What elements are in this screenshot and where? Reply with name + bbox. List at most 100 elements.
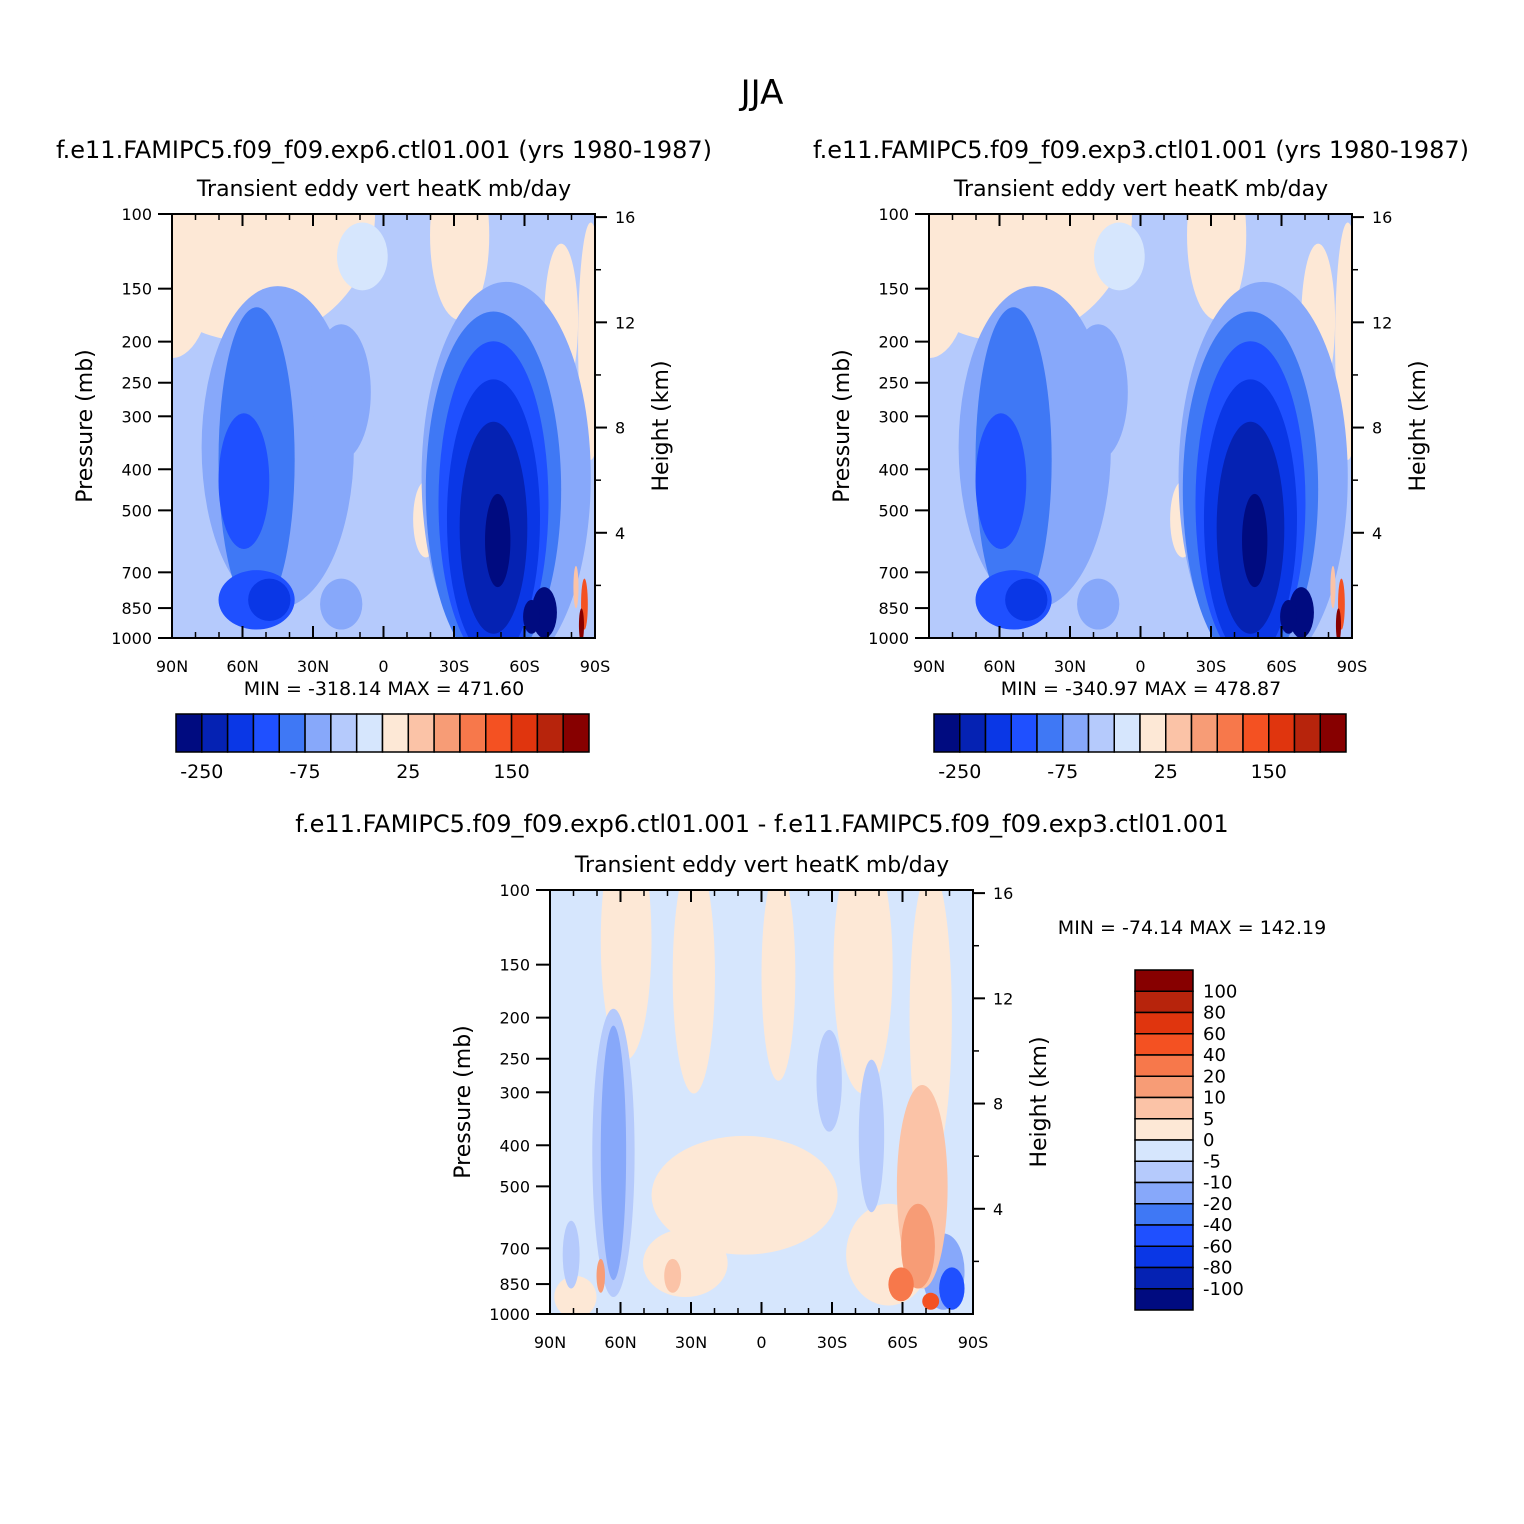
colorbar-label: -80: [1203, 1258, 1232, 1279]
x-tick-label: 0: [756, 1333, 766, 1352]
contour-region: [172, 214, 376, 342]
x-tick-label: 0: [1135, 657, 1145, 676]
colorbar-box: [1134, 1139, 1194, 1162]
panel1-subtitle: Transient eddy vert heatK mb/day: [196, 177, 571, 202]
panel1-colorbar: -250 -75 25 150: [175, 713, 590, 783]
contour-region: [485, 493, 511, 588]
height-tick-label: 8: [615, 419, 625, 438]
colorbar-box: [1216, 713, 1244, 753]
colorbar-box: [1319, 713, 1347, 753]
y-tick-label: 400: [878, 460, 909, 479]
height-tick-label: 4: [1372, 524, 1382, 543]
colorbar-label: -60: [1203, 1236, 1232, 1257]
contour-region: [643, 1229, 728, 1298]
colorbar-label: 60: [1203, 1024, 1226, 1045]
colorbar-box: [485, 713, 513, 753]
colorbar-label: -10: [1203, 1173, 1232, 1194]
colorbar-box: [510, 713, 539, 753]
contour-region: [939, 1267, 965, 1310]
panel3-subtitle: Transient eddy vert heatK mb/day: [574, 853, 949, 878]
colorbar-box: [562, 713, 590, 753]
y-tick-label: 850: [121, 599, 152, 618]
colorbar-box: [1134, 1203, 1194, 1226]
contour-region: [975, 413, 1027, 549]
x-tick-label: 60N: [226, 657, 258, 676]
panel2-minmax: MIN = -340.97 MAX = 478.87: [1001, 678, 1281, 700]
colorbar-label: 25: [1154, 761, 1178, 783]
colorbar-box: [1134, 1224, 1194, 1247]
x-tick-label: 60N: [604, 1333, 636, 1352]
contour-region: [1242, 493, 1268, 588]
colorbar-box: [226, 713, 255, 753]
contour-region: [1280, 599, 1298, 634]
colorbar-box: [1134, 990, 1194, 1014]
x-tick-label: 60N: [983, 657, 1015, 676]
panel2-ylabel-right: Height (km): [1406, 360, 1431, 491]
colorbar-box: [1134, 1160, 1194, 1184]
colorbar-label: 20: [1203, 1066, 1226, 1087]
contour-region: [1077, 578, 1120, 630]
contour-region: [1335, 608, 1342, 638]
y-tick-label: 100: [121, 205, 152, 224]
y-tick-label: 200: [499, 1009, 530, 1028]
x-tick-label: 90N: [913, 657, 945, 676]
y-tick-label: 250: [121, 374, 152, 393]
y-tick-label: 1000: [111, 629, 152, 648]
colorbar-box: [1134, 1096, 1194, 1120]
colorbar-label: 40: [1203, 1045, 1226, 1066]
colorbar-label: -75: [1047, 761, 1078, 783]
contour-region: [672, 890, 715, 1094]
height-tick-label: 4: [993, 1200, 1003, 1219]
colorbar-box: [1134, 1288, 1194, 1311]
colorbar-box: [984, 713, 1012, 753]
panel3-ylabel: Pressure (mb): [451, 1025, 476, 1179]
colorbar-box: [1087, 713, 1115, 753]
y-tick-label: 700: [499, 1239, 530, 1258]
height-tick-label: 12: [993, 989, 1013, 1008]
colorbar-box: [1036, 713, 1064, 753]
panel1-minmax: MIN = -318.14 MAX = 471.60: [244, 678, 524, 700]
panel2-colorbar: -250 -75 25 150: [933, 713, 1347, 783]
x-tick-label: 30S: [817, 1333, 848, 1352]
colorbar-box: [407, 713, 435, 753]
contour-region: [929, 214, 972, 359]
colorbar-box: [1165, 713, 1193, 753]
colorbar-box: [1242, 713, 1270, 753]
contour-region: [1005, 578, 1048, 622]
contour-field: [929, 214, 1352, 638]
panel1-title: f.e11.FAMIPC5.f09_f09.exp6.ctl01.001 (yr…: [56, 136, 712, 164]
colorbar-box: [355, 713, 384, 753]
contour-region: [218, 413, 270, 549]
height-tick-label: 12: [615, 313, 635, 332]
contour-region: [248, 578, 291, 622]
colorbar-box: [1134, 1033, 1194, 1056]
colorbar-box: [1134, 1075, 1194, 1099]
y-tick-label: 700: [878, 563, 909, 582]
y-tick-label: 850: [499, 1275, 530, 1294]
colorbar-box: [330, 713, 358, 753]
y-tick-label: 400: [121, 460, 152, 479]
contour-region: [651, 1135, 838, 1255]
colorbar-label: 80: [1203, 1003, 1226, 1024]
height-tick-label: 12: [1372, 313, 1392, 332]
height-tick-label: 16: [615, 208, 635, 227]
colorbar-box: [1113, 713, 1141, 753]
figure-title: JJA: [739, 73, 784, 113]
y-tick-label: 700: [121, 563, 152, 582]
contour-region: [929, 214, 1133, 342]
panel2-ylabel: Pressure (mb): [830, 349, 855, 503]
height-tick-label: 4: [615, 524, 625, 543]
colorbar-label: -100: [1203, 1279, 1244, 1300]
colorbar-label: -250: [938, 761, 981, 783]
contour-region: [1068, 324, 1128, 460]
panel3-title: f.e11.FAMIPC5.f09_f09.exp6.ctl01.001 - f…: [295, 810, 1228, 838]
colorbar-box: [1134, 1181, 1194, 1205]
contour-region: [554, 1275, 597, 1314]
x-tick-label: 0: [378, 657, 388, 676]
contour-region: [311, 324, 371, 460]
y-tick-label: 100: [499, 881, 530, 900]
colorbar-box: [1134, 1245, 1194, 1269]
contour-region: [664, 1258, 682, 1293]
